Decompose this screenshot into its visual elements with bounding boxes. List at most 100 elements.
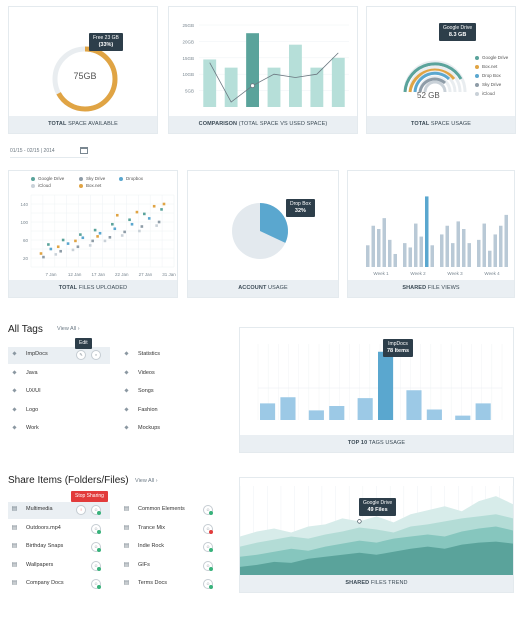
share-count-badge xyxy=(97,548,101,552)
share-item-indie-rock[interactable]: ▤ Indie Rock xyxy=(123,542,164,549)
tooltip-value: (33%) xyxy=(98,42,114,48)
tag-item-fashion[interactable]: ⬥ Fashion xyxy=(123,407,157,414)
legend-label: Box.net xyxy=(86,183,102,188)
tag-item-songs[interactable]: ⬥ Songs xyxy=(123,388,154,395)
share-item-gifs[interactable]: ▤ GIFs xyxy=(123,561,150,568)
tags-view-all-link[interactable]: View All › xyxy=(57,326,80,332)
remove-tag-icon[interactable]: × xyxy=(91,350,101,360)
share-items-title: Share Items (Folders/Files) xyxy=(8,475,129,486)
share-label: Birthday Snaps xyxy=(26,543,64,549)
scatter-point-box-net xyxy=(39,252,43,255)
caption-bold: SHARED xyxy=(345,580,370,586)
shared-users-icon[interactable]: ☺ xyxy=(203,523,213,534)
legend-item-icloud: iCloud xyxy=(475,91,495,96)
shared-users-icon[interactable]: ☺ xyxy=(203,505,213,515)
tooltip-title: Drop Box xyxy=(290,201,311,207)
shared-users-icon[interactable]: ☺ xyxy=(91,505,101,515)
shared-users-icon[interactable]: ☺ xyxy=(203,542,213,552)
share-label: Trance Mix xyxy=(138,524,165,531)
share-item-terms-docs[interactable]: ▤ Terms Docs xyxy=(123,579,167,586)
caption-light: TAGS USAGE xyxy=(367,440,406,446)
tag-item-videos[interactable]: ⬥ Videos xyxy=(123,370,154,377)
edit-tooltip: Edit xyxy=(75,338,92,349)
share-count-badge xyxy=(97,566,101,571)
share-label: Terms Docs xyxy=(138,580,168,586)
scatter-point-google-drive xyxy=(93,228,97,232)
shared-users-icon[interactable]: ☺ xyxy=(91,523,101,534)
tag-item-impdocs[interactable]: ⬥ ImpDocs xyxy=(11,351,47,358)
space-available-caption: TOTAL SPACE AVAILABLE xyxy=(9,116,157,133)
caption-bold: TOTAL xyxy=(48,121,67,127)
scatter-point-box-net xyxy=(115,213,119,217)
edit-pencil-icon[interactable]: ✎ xyxy=(76,350,86,360)
space-usage-card: 52 GB Google Drive 8.3 GB Google Drive Bo… xyxy=(366,6,516,134)
scatter-point-google-drive xyxy=(143,212,146,216)
tag-icon: ⬥ xyxy=(12,406,17,413)
tag-icon: ⬥ xyxy=(12,388,17,394)
share-count-badge xyxy=(209,585,213,589)
x-tick-label: Week 4 xyxy=(484,271,500,276)
pie-slice-drop-box xyxy=(260,203,288,243)
share-item-trance-mix[interactable]: ▤ Trance Mix xyxy=(123,524,165,531)
tag-icon: ⬥ xyxy=(124,351,129,357)
view-bar xyxy=(462,229,466,267)
shared-users-icon[interactable]: ☺ xyxy=(203,579,213,589)
x-tick-label: 12 Jan xyxy=(68,272,82,277)
tag-item-ux-ui[interactable]: ⬥ UX/UI xyxy=(11,388,40,395)
tag-item-logo[interactable]: ⬥ Logo xyxy=(11,407,38,414)
tag-item-mockups[interactable]: ⬥ Mockups xyxy=(123,425,160,432)
shared-users-icon[interactable]: ☺ xyxy=(91,579,101,589)
x-tick-label: Week 1 xyxy=(373,271,389,276)
share-view-all-link[interactable]: View All › xyxy=(135,478,158,484)
scatter-point-icloud xyxy=(103,239,107,243)
account-usage-pie xyxy=(232,203,288,259)
calendar-icon[interactable] xyxy=(80,147,88,154)
shared-users-icon[interactable]: ☺ xyxy=(203,560,213,571)
top-tags-chart xyxy=(257,344,503,420)
caption-light: USAGE xyxy=(266,285,288,291)
comparison-bar xyxy=(331,57,345,107)
shared-users-icon[interactable]: ☺ xyxy=(91,542,101,552)
tag-usage-bar xyxy=(475,403,491,420)
comparison-bar xyxy=(289,44,302,107)
tooltip-title: Google Drive xyxy=(363,500,393,506)
legend-dot xyxy=(31,176,35,181)
y-tick-label: 100 xyxy=(20,220,28,225)
tag-item-statistics[interactable]: ⬥ Statistics xyxy=(123,351,160,358)
share-label: Common Elements xyxy=(138,506,185,512)
share-item-birthday-snaps[interactable]: ▤ Birthday Snaps xyxy=(11,542,64,549)
scatter-point-dropbox xyxy=(49,247,53,251)
tag-label: Java xyxy=(26,369,38,376)
scatter-point-sky-drive xyxy=(42,255,45,259)
share-item-common-elements[interactable]: ▤ Common Elements xyxy=(123,505,185,512)
scatter-point-dropbox xyxy=(130,222,134,226)
tag-item-java[interactable]: ⬥ Java xyxy=(11,369,38,377)
share-item-wallpapers[interactable]: ▤ Wallpapers xyxy=(11,561,54,568)
legend-dot xyxy=(475,55,479,60)
view-bar xyxy=(388,239,392,267)
tag-item-work[interactable]: ⬥ Work xyxy=(11,425,38,432)
caption-bold: TOP 10 xyxy=(347,440,368,446)
view-bar xyxy=(430,245,434,267)
share-item-multimedia[interactable]: ▤ Multimedia xyxy=(11,505,53,512)
date-range-picker[interactable]: 01/15 - 02/15 | 2014 xyxy=(10,146,88,158)
legend-dot xyxy=(119,176,123,181)
scatter-point-dropbox xyxy=(147,217,151,220)
share-item-company-docs[interactable]: ▤ Company Docs xyxy=(11,579,64,586)
view-all-label[interactable]: View All xyxy=(57,326,77,332)
caption-bold: COMPARISON xyxy=(198,121,238,127)
comparison-card: 25GB 20GB 15GB 10GB 5GB COMPARISON (TOTAL SP… xyxy=(168,6,358,134)
view-all-label[interactable]: View All xyxy=(135,478,155,484)
share-item-outdoors-mp4[interactable]: ▤ Outdoors.mp4 xyxy=(11,524,61,531)
legend-item-box-net: Box.net xyxy=(475,64,497,69)
scatter-point-icloud xyxy=(71,248,75,252)
share-label: Outdoors.mp4 xyxy=(26,524,61,531)
shared-users-icon[interactable]: ☺ xyxy=(91,560,101,571)
legend-item-icloud: iCloud xyxy=(31,183,51,188)
stop-sharing-icon[interactable]: ! xyxy=(76,505,86,515)
tag-usage-bar xyxy=(260,403,276,420)
space-available-card: 75GB Free 23 GB (33%) TOTAL SPACE AVAILA… xyxy=(8,6,158,134)
legend-label: Google Drive xyxy=(38,176,65,181)
top-tags-caption: TOP 10 TAGS USAGE xyxy=(240,435,513,452)
tag-label: Songs xyxy=(138,388,154,394)
